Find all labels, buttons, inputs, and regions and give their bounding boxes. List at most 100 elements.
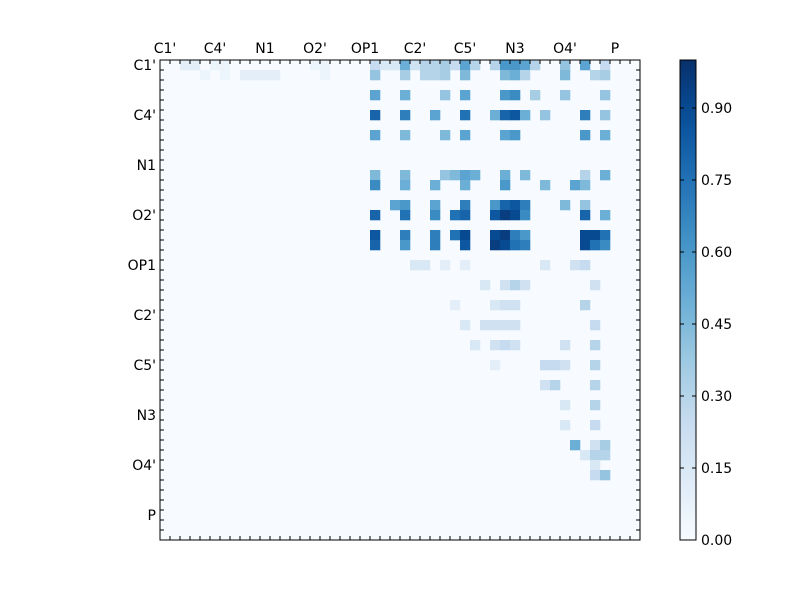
heatmap-cell [590, 360, 601, 371]
heatmap-cell [510, 280, 521, 291]
heatmap-cell [490, 240, 501, 251]
heatmap-cell [580, 170, 591, 181]
heatmap-cell [580, 200, 591, 211]
heatmap-cell [520, 110, 531, 121]
heatmap-cell [500, 90, 511, 101]
heatmap-cell [560, 420, 571, 431]
heatmap-cell [510, 90, 521, 101]
y-tick-label: N3 [137, 408, 156, 424]
heatmap-cell [400, 130, 411, 141]
heatmap-cell [590, 380, 601, 391]
heatmap-cell [490, 200, 501, 211]
x-tick-label: O4' [553, 41, 577, 57]
heatmap-cell [590, 460, 601, 471]
heatmap-cells [160, 60, 640, 540]
heatmap-cell [510, 210, 521, 221]
heatmap-cell [450, 60, 461, 71]
colorbar-tick-label: 0.75 [701, 173, 732, 189]
heatmap-cell [460, 240, 471, 251]
heatmap-cell [430, 240, 441, 251]
heatmap-cell [440, 260, 451, 271]
heatmap-cell [370, 180, 381, 191]
heatmap-cell [460, 210, 471, 221]
heatmap-cell [520, 60, 531, 71]
heatmap-cell [560, 400, 571, 411]
heatmap-cell [580, 300, 591, 311]
heatmap-cell [530, 90, 541, 101]
heatmap-cell [590, 240, 601, 251]
heatmap-cell [580, 450, 591, 461]
heatmap-cell [590, 280, 601, 291]
y-tick-label: O4' [132, 458, 156, 474]
heatmap-cell [500, 340, 511, 351]
heatmap-cell [410, 260, 421, 271]
heatmap-cell [490, 360, 501, 371]
heatmap-cell [520, 240, 531, 251]
heatmap-cell [600, 440, 611, 451]
y-tick-label: N1 [137, 158, 156, 174]
heatmap-cell [580, 130, 591, 141]
heatmap-cell [600, 240, 611, 251]
heatmap-cell [590, 400, 601, 411]
heatmap-cell [590, 420, 601, 431]
heatmap-cell [600, 90, 611, 101]
heatmap-cell [510, 130, 521, 141]
heatmap-cell [470, 170, 481, 181]
heatmap-cell [260, 70, 271, 81]
y-tick-label: C5' [133, 358, 156, 374]
heatmap-cell [460, 70, 471, 81]
heatmap-cell [490, 340, 501, 351]
heatmap-cell [590, 230, 601, 241]
heatmap-cell [370, 230, 381, 241]
heatmap-cell [550, 380, 561, 391]
y-tick-label: O2' [132, 208, 156, 224]
heatmap-cell [600, 70, 611, 81]
heatmap-cell [560, 90, 571, 101]
heatmap-cell [500, 70, 511, 81]
heatmap-cell [540, 110, 551, 121]
heatmap-cell [490, 110, 501, 121]
heatmap-cell [410, 60, 421, 71]
heatmap-cell [440, 60, 451, 71]
x-tick-label: N1 [255, 41, 274, 57]
heatmap-cell [520, 280, 531, 291]
heatmap-cell [190, 60, 201, 71]
heatmap-cell [450, 210, 461, 221]
heatmap-cell [460, 110, 471, 121]
y-tick-labels: C1' C4' N1 O2' OP1 C2' C5' N3 O4' P [128, 58, 156, 524]
heatmap-cell [400, 180, 411, 191]
colorbar-ticks: 0.00 0.15 0.30 0.45 0.60 0.75 0.90 [680, 101, 732, 549]
heatmap-cell [430, 210, 441, 221]
x-tick-label: C5' [454, 41, 477, 57]
x-tick-label: C4' [204, 41, 227, 57]
heatmap-cell [470, 340, 481, 351]
y-tick-label: C4' [133, 108, 156, 124]
heatmap-cell [310, 60, 321, 71]
heatmap-cell [270, 70, 281, 81]
heatmap-cell [580, 260, 591, 271]
heatmap-cell [480, 280, 491, 291]
heatmap-cell [450, 300, 461, 311]
heatmap-cell [530, 60, 541, 71]
heatmap-cell [580, 180, 591, 191]
heatmap-cell [400, 70, 411, 81]
heatmap-cell [490, 210, 501, 221]
heatmap-cell [580, 240, 591, 251]
heatmap-cell [500, 200, 511, 211]
heatmap-cell [460, 130, 471, 141]
heatmap-cell [250, 70, 261, 81]
heatmap-cell [430, 60, 441, 71]
heatmap-cell [500, 110, 511, 121]
heatmap-cell [520, 200, 531, 211]
heatmap-cell [370, 70, 381, 81]
colorbar-tick-label: 0.60 [701, 245, 732, 261]
heatmap-cell [420, 260, 431, 271]
heatmap-cell [460, 260, 471, 271]
heatmap-cell [570, 180, 581, 191]
heatmap-cell [520, 230, 531, 241]
heatmap-cell [490, 60, 501, 71]
heatmap-cell [420, 60, 431, 71]
heatmap-cell [400, 90, 411, 101]
heatmap-cell [510, 200, 521, 211]
heatmap-cell [460, 170, 471, 181]
